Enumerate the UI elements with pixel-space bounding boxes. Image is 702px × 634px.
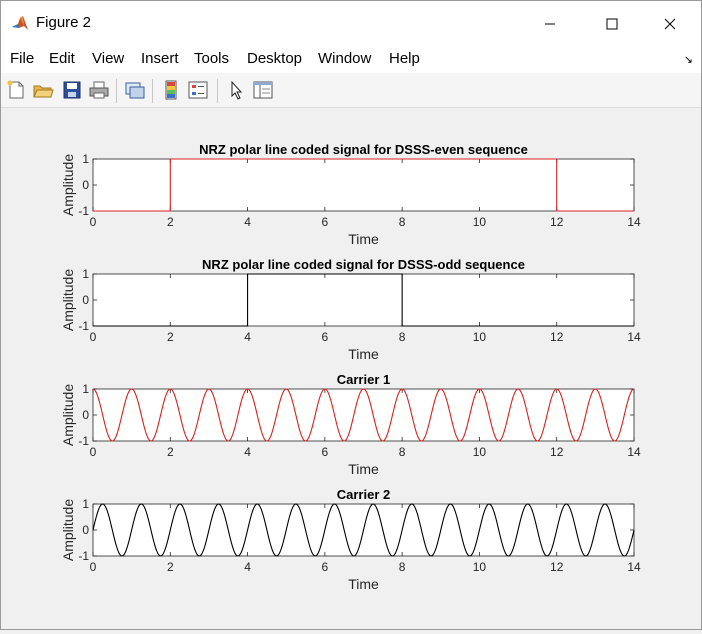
series-line bbox=[92, 388, 635, 442]
x-tick-label: 8 bbox=[399, 330, 406, 344]
y-tick-label: 1 bbox=[82, 152, 89, 166]
x-tick-label: 6 bbox=[322, 330, 329, 344]
x-tick-label: 6 bbox=[322, 215, 329, 229]
x-tick-label: 12 bbox=[550, 560, 564, 574]
menu-window[interactable]: Window bbox=[318, 50, 372, 67]
toolbar-separator bbox=[116, 79, 117, 103]
toolbar bbox=[1, 73, 701, 108]
x-tick-label: 4 bbox=[244, 445, 251, 459]
figure-canvas: NRZ polar line coded signal for DSSS-eve… bbox=[1, 108, 701, 629]
y-tick-label: 1 bbox=[82, 497, 89, 511]
minimize-icon bbox=[545, 23, 555, 25]
x-tick-label: 2 bbox=[167, 330, 174, 344]
x-tick-label: 0 bbox=[90, 215, 97, 229]
matlab-logo-icon bbox=[12, 16, 28, 30]
x-tick-label: 0 bbox=[90, 445, 97, 459]
y-tick-label: -1 bbox=[78, 434, 89, 448]
series-line bbox=[93, 273, 634, 327]
y-tick-label: 0 bbox=[82, 293, 89, 307]
series-line bbox=[92, 503, 635, 557]
x-tick-label: 2 bbox=[167, 560, 174, 574]
print-icon[interactable] bbox=[88, 79, 110, 101]
property-inspector-icon[interactable] bbox=[252, 79, 274, 101]
axes-box bbox=[92, 388, 635, 442]
x-tick-label: 6 bbox=[322, 445, 329, 459]
y-axis-label: Amplitude bbox=[60, 269, 76, 331]
x-tick-label: 8 bbox=[399, 215, 406, 229]
x-tick-label: 4 bbox=[244, 215, 251, 229]
menu-tools[interactable]: Tools bbox=[194, 50, 230, 67]
window-title: Figure 2 bbox=[36, 14, 92, 31]
menu-edit[interactable]: Edit bbox=[49, 50, 75, 67]
dock-arrow-icon[interactable]: ↘ bbox=[683, 54, 693, 66]
x-tick-label: 4 bbox=[244, 330, 251, 344]
x-tick-label: 12 bbox=[550, 330, 564, 344]
subplot-title: Carrier 2 bbox=[337, 487, 390, 502]
title-bar: Figure 2 bbox=[1, 1, 701, 45]
x-tick-label: 12 bbox=[550, 445, 564, 459]
x-tick-label: 0 bbox=[90, 330, 97, 344]
x-tick-label: 14 bbox=[627, 560, 641, 574]
x-tick-label: 14 bbox=[627, 215, 641, 229]
x-axis-label: Time bbox=[348, 576, 379, 592]
x-tick-label: 12 bbox=[550, 215, 564, 229]
x-tick-label: 0 bbox=[90, 560, 97, 574]
x-tick-label: 10 bbox=[473, 445, 487, 459]
x-tick-label: 2 bbox=[167, 215, 174, 229]
insert-legend-icon[interactable] bbox=[187, 79, 209, 101]
menu-view[interactable]: View bbox=[92, 50, 125, 67]
x-tick-label: 10 bbox=[473, 560, 487, 574]
minimize-button[interactable] bbox=[527, 7, 573, 41]
menu-insert[interactable]: Insert bbox=[141, 50, 179, 67]
x-tick-label: 14 bbox=[627, 445, 641, 459]
maximize-icon bbox=[606, 18, 618, 30]
y-axis-label: Amplitude bbox=[60, 154, 76, 216]
y-tick-label: 0 bbox=[82, 408, 89, 422]
toolbar-separator bbox=[152, 79, 153, 103]
x-tick-label: 10 bbox=[473, 330, 487, 344]
x-tick-label: 14 bbox=[627, 330, 641, 344]
x-tick-label: 6 bbox=[322, 560, 329, 574]
subplot-title: NRZ polar line coded signal for DSSS-eve… bbox=[199, 142, 528, 157]
insert-colorbar-icon[interactable] bbox=[160, 79, 182, 101]
y-tick-label: -1 bbox=[78, 549, 89, 563]
subplot-title: NRZ polar line coded signal for DSSS-odd… bbox=[202, 257, 525, 272]
series-line bbox=[93, 158, 634, 212]
y-tick-label: -1 bbox=[78, 319, 89, 333]
x-tick-label: 4 bbox=[244, 560, 251, 574]
save-icon[interactable] bbox=[61, 79, 83, 101]
y-tick-label: 0 bbox=[82, 523, 89, 537]
y-tick-label: 1 bbox=[82, 382, 89, 396]
x-axis-label: Time bbox=[348, 461, 379, 477]
maximize-button[interactable] bbox=[589, 7, 635, 41]
x-tick-label: 10 bbox=[473, 215, 487, 229]
close-icon bbox=[664, 18, 676, 30]
subplots-svg: NRZ polar line coded signal for DSSS-eve… bbox=[60, 142, 641, 592]
link-plot-icon[interactable] bbox=[124, 79, 146, 101]
x-axis-label: Time bbox=[348, 231, 379, 247]
menu-desktop[interactable]: Desktop bbox=[247, 50, 303, 67]
x-tick-label: 2 bbox=[167, 445, 174, 459]
new-figure-icon[interactable] bbox=[5, 79, 27, 101]
menu-bar: File Edit View Insert Tools Desktop Wind… bbox=[1, 45, 701, 73]
x-tick-label: 8 bbox=[399, 445, 406, 459]
close-button[interactable] bbox=[647, 7, 693, 41]
menu-file[interactable]: File bbox=[10, 50, 35, 67]
x-tick-label: 8 bbox=[399, 560, 406, 574]
y-axis-label: Amplitude bbox=[60, 384, 76, 446]
edit-plot-icon[interactable] bbox=[225, 79, 247, 101]
x-axis-label: Time bbox=[348, 346, 379, 362]
menu-help[interactable]: Help bbox=[389, 50, 420, 67]
axes-box bbox=[92, 158, 635, 212]
open-file-icon[interactable] bbox=[32, 79, 54, 101]
y-tick-label: 0 bbox=[82, 178, 89, 192]
y-tick-label: 1 bbox=[82, 267, 89, 281]
y-axis-label: Amplitude bbox=[60, 499, 76, 561]
y-tick-label: -1 bbox=[78, 204, 89, 218]
subplot-title: Carrier 1 bbox=[337, 372, 390, 387]
toolbar-separator bbox=[217, 79, 218, 103]
axes-box bbox=[92, 273, 635, 327]
